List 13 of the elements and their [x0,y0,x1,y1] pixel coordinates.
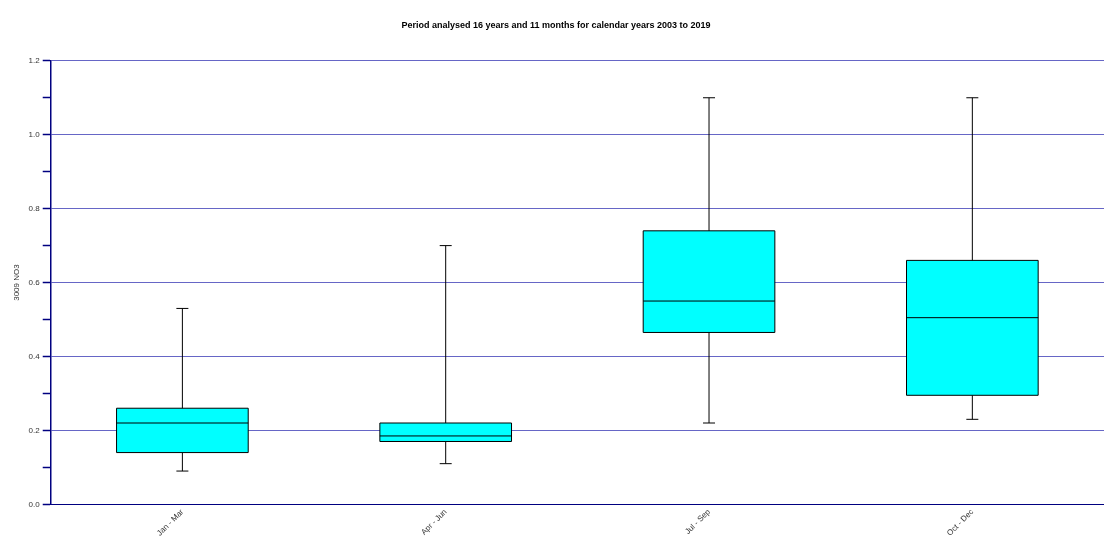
y-tick-label: 0.8 [28,203,41,213]
y-tick-label: 0.4 [28,351,41,361]
x-tick-label: Apr - Jun [419,507,449,537]
y-tick-label: 0.0 [28,499,41,509]
x-tick-label: Jan - Mar [155,507,186,538]
y-axis-title: 3009 NO3 [12,263,21,301]
chart-title: Period analysed 16 years and 11 months for calendar years 2003 to 2019 [401,19,711,30]
y-tick-label: 0.6 [28,277,41,287]
x-tick-label: Jul - Sep [683,506,713,537]
y-tick-label: 1.2 [28,56,41,65]
y-tick-label: 0.2 [28,425,41,435]
x-tick-label: Oct - Dec [945,507,976,538]
y-tick-label: 1.0 [28,129,41,139]
